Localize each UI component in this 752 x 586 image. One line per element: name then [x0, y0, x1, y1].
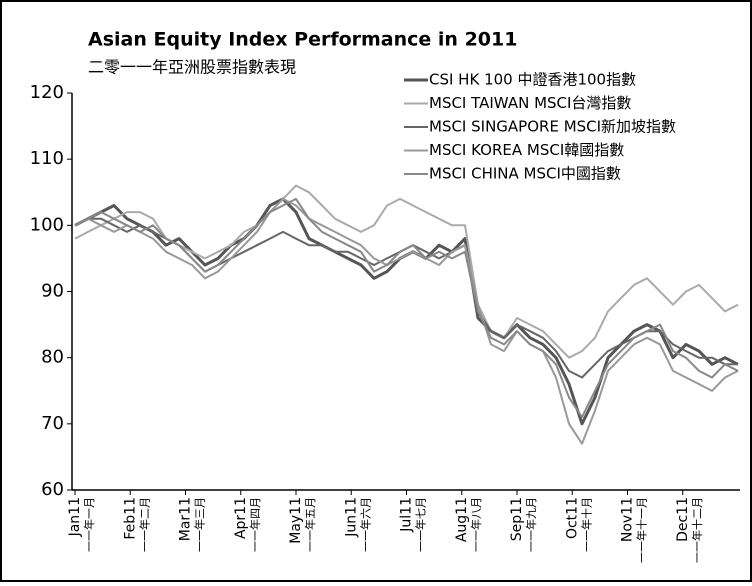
- y-tick-label: 90: [41, 281, 64, 302]
- x-tick-label: Sep11: [509, 497, 525, 541]
- x-tick-label: Oct11: [564, 497, 580, 539]
- x-tick-label: Jun11: [343, 497, 359, 538]
- x-tick-label-zh: 一一年八月: [469, 497, 483, 552]
- x-tick-label-zh: 一一年七月: [414, 497, 428, 552]
- x-tick-label-zh: 一一年九月: [524, 497, 538, 552]
- legend-label: MSCI SINGAPORE MSCI新加坡指數: [429, 118, 676, 136]
- legend-label: MSCI CHINA MSCI中國指數: [429, 165, 621, 183]
- chart-title: Asian Equity Index Performance in 2011: [88, 29, 517, 51]
- legend-label: MSCI TAIWAN MSCI台灣指數: [429, 94, 631, 112]
- y-tick-label: 80: [41, 347, 64, 368]
- y-tick-label: 60: [41, 479, 64, 500]
- x-tick-label-zh: 一一年十月: [579, 497, 593, 552]
- x-tick-label: Apr11: [233, 497, 249, 539]
- x-tick-label-zh: 一一年六月: [358, 497, 372, 552]
- x-tick-label: Dec11: [675, 497, 691, 542]
- series-line: [74, 197, 739, 419]
- y-tick-label: 110: [30, 148, 64, 169]
- legend-label: CSI HK 100 中證香港100指數: [429, 71, 636, 89]
- x-tick-label: Nov11: [620, 497, 636, 542]
- x-tick-label-zh: 一一年四月: [248, 497, 262, 552]
- x-tick-label: Feb11: [122, 497, 138, 540]
- x-tick-label-zh: 一一年一月: [82, 497, 96, 552]
- series-line: [74, 197, 739, 445]
- legend-label: MSCI KOREA MSCI韓國指數: [429, 141, 624, 159]
- x-tick-label-zh: 一一年十一月: [635, 497, 649, 563]
- y-tick-label: 120: [30, 82, 64, 103]
- x-tick-label-zh: 一一年二月: [137, 497, 151, 552]
- x-tick-label-zh: 一一年五月: [303, 497, 317, 552]
- x-tick-label: Mar11: [178, 497, 194, 541]
- x-tick-label: May11: [288, 497, 304, 544]
- series-line: [74, 184, 739, 359]
- x-tick-label: Jul11: [399, 497, 415, 533]
- x-tick-label: Jan11: [67, 497, 83, 537]
- y-tick-label: 100: [30, 214, 64, 235]
- x-tick-label-zh: 一一年三月: [193, 497, 207, 552]
- chart-subtitle: 二零一一年亞洲股票指數表現: [88, 58, 296, 77]
- x-tick-label-zh: 一一年十二月: [690, 497, 704, 563]
- x-tick-label: Aug11: [454, 497, 470, 542]
- y-tick-label: 70: [41, 413, 64, 434]
